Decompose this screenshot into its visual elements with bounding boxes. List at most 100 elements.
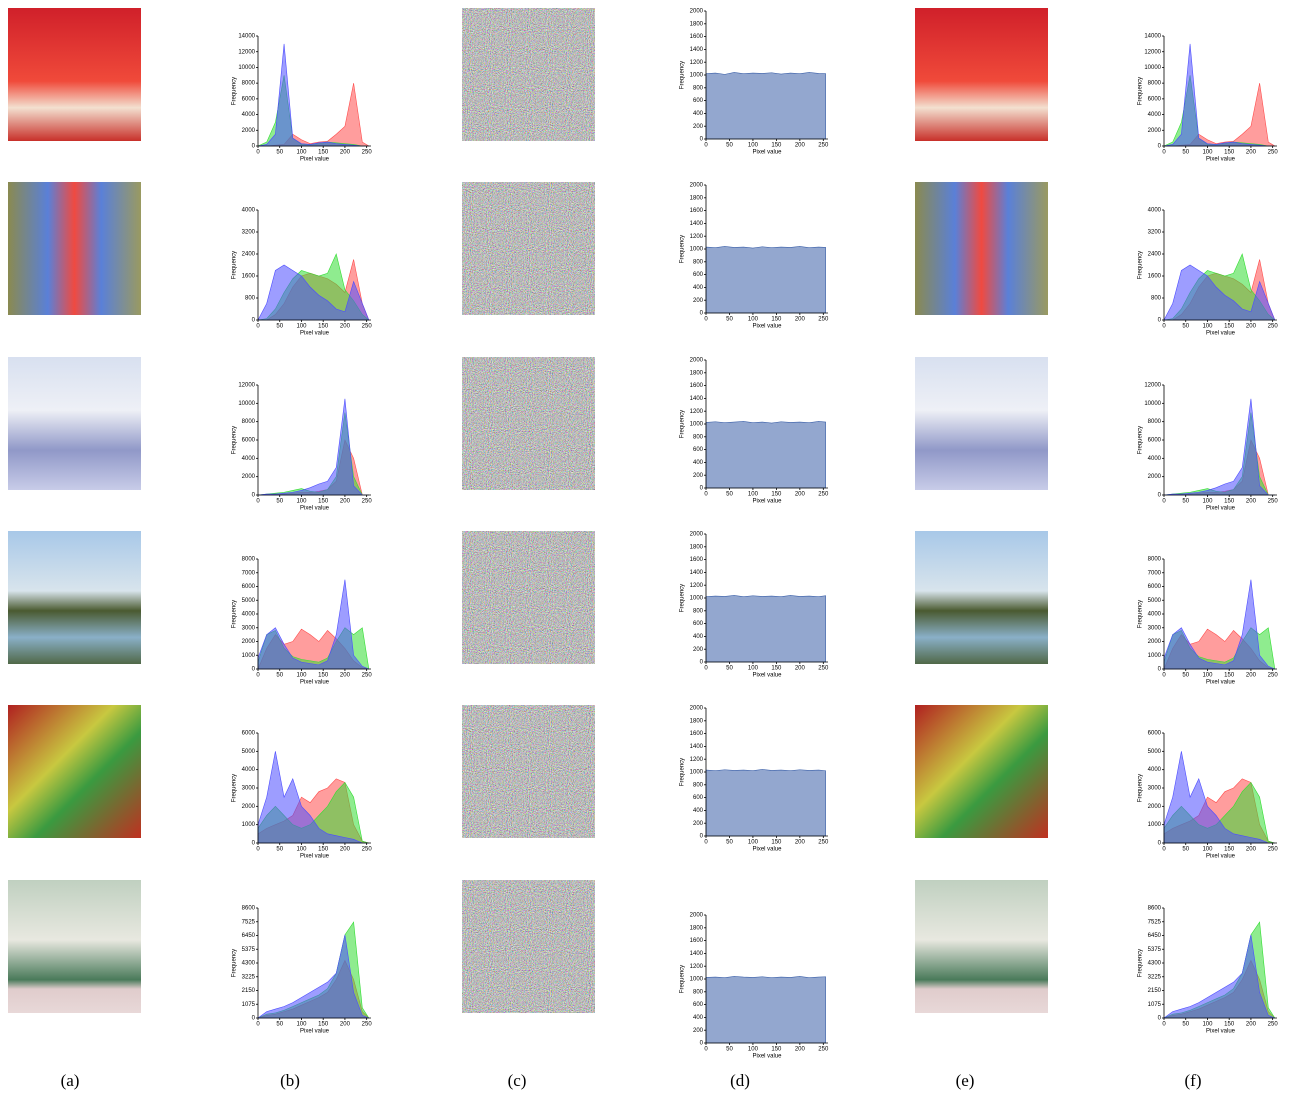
y-tick-label: 400 — [693, 460, 704, 466]
x-tick-label: 200 — [795, 1047, 806, 1053]
y-tick-label: 7000 — [1148, 570, 1162, 576]
x-tick-label: 200 — [795, 840, 806, 846]
y-tick-label: 0 — [700, 311, 704, 317]
y-tick-label: 1400 — [690, 396, 704, 402]
x-tick-label: 100 — [296, 150, 307, 156]
y-tick-label: 2000 — [690, 706, 704, 712]
y-tick-label: 4300 — [242, 961, 256, 967]
y-tick-label: 4000 — [242, 612, 256, 618]
images — [8, 8, 1048, 1013]
y-axis-label: Frequency — [232, 774, 238, 802]
x-axis-label: Pixel value — [1206, 854, 1236, 860]
y-tick-label: 1600 — [690, 731, 704, 737]
y-tick-label: 800 — [693, 434, 704, 440]
y-axis-label: Frequency — [680, 758, 686, 786]
y-axis-label: Frequency — [232, 600, 238, 628]
histogram-area — [706, 976, 826, 1043]
y-tick-label: 4000 — [1148, 208, 1162, 214]
decrypted-image — [915, 8, 1048, 141]
y-tick-label: 2150 — [242, 988, 256, 994]
x-tick-label: 150 — [318, 673, 329, 679]
x-tick-label: 250 — [362, 150, 373, 156]
y-tick-label: 200 — [693, 821, 704, 827]
x-axis-label: Pixel value — [752, 499, 782, 505]
x-tick-label: 200 — [795, 143, 806, 149]
x-tick-label: 0 — [256, 324, 260, 330]
y-tick-label: 600 — [693, 272, 704, 278]
y-tick-label: 0 — [1158, 318, 1162, 324]
y-tick-label: 1600 — [690, 383, 704, 389]
y-tick-label: 200 — [693, 647, 704, 653]
x-tick-label: 250 — [818, 143, 829, 149]
x-tick-label: 150 — [318, 1022, 329, 1028]
x-axis-label: Pixel value — [752, 847, 782, 853]
x-tick-label: 150 — [1224, 1022, 1235, 1028]
x-axis-label: Pixel value — [1206, 157, 1236, 163]
histogram-area — [706, 421, 826, 488]
plain-image — [8, 880, 141, 1013]
y-tick-label: 6000 — [1148, 731, 1162, 737]
y-tick-label: 0 — [1158, 493, 1162, 499]
y-tick-label: 5000 — [1148, 598, 1162, 604]
histogram-area — [1164, 399, 1275, 495]
x-tick-label: 200 — [795, 666, 806, 672]
x-tick-label: 50 — [276, 847, 283, 853]
y-tick-label: 3000 — [1148, 786, 1162, 792]
y-tick-label: 1000 — [1148, 653, 1162, 659]
x-tick-label: 200 — [340, 324, 351, 330]
y-tick-label: 5375 — [242, 947, 256, 953]
x-tick-label: 200 — [1246, 150, 1257, 156]
x-tick-label: 0 — [704, 1047, 708, 1053]
y-tick-label: 2000 — [1148, 804, 1162, 810]
x-tick-label: 50 — [276, 324, 283, 330]
y-tick-label: 6000 — [1148, 584, 1162, 590]
y-tick-label: 0 — [700, 660, 704, 666]
y-tick-label: 800 — [693, 782, 704, 788]
y-axis-label: Frequency — [1138, 774, 1144, 802]
y-tick-label: 600 — [693, 447, 704, 453]
x-tick-label: 0 — [1162, 1022, 1166, 1028]
x-tick-label: 150 — [318, 847, 329, 853]
y-tick-label: 12000 — [238, 383, 255, 389]
y-tick-label: 4000 — [1148, 112, 1162, 118]
x-tick-label: 50 — [1182, 1022, 1189, 1028]
y-tick-label: 1400 — [690, 570, 704, 576]
x-tick-label: 150 — [318, 150, 329, 156]
y-tick-label: 800 — [693, 989, 704, 995]
y-tick-label: 2000 — [690, 913, 704, 919]
y-axis-label: Frequency — [680, 965, 686, 993]
y-tick-label: 0 — [700, 486, 704, 492]
column-label: (a) — [61, 1071, 80, 1090]
y-tick-label: 5000 — [1148, 749, 1162, 755]
x-tick-label: 250 — [1268, 847, 1279, 853]
x-axis-label: Pixel value — [752, 1054, 782, 1060]
x-tick-label: 50 — [276, 673, 283, 679]
x-tick-label: 250 — [1268, 1022, 1279, 1028]
x-tick-label: 50 — [726, 317, 733, 323]
x-tick-label: 0 — [1162, 847, 1166, 853]
x-axis-label: Pixel value — [1206, 331, 1236, 337]
cipher-image — [462, 880, 595, 1013]
y-tick-label: 2000 — [690, 358, 704, 364]
y-tick-label: 2000 — [1148, 639, 1162, 645]
y-axis-label: Frequency — [1138, 949, 1144, 977]
y-tick-label: 0 — [252, 841, 256, 847]
y-tick-label: 1600 — [242, 274, 256, 280]
x-tick-label: 150 — [771, 840, 782, 846]
y-tick-label: 1600 — [690, 34, 704, 40]
x-tick-label: 0 — [1162, 324, 1166, 330]
plain-image — [8, 357, 141, 490]
x-tick-label: 250 — [818, 666, 829, 672]
y-tick-label: 0 — [1158, 667, 1162, 673]
y-tick-label: 1800 — [690, 21, 704, 27]
x-tick-label: 200 — [1246, 1022, 1257, 1028]
x-tick-label: 50 — [1182, 673, 1189, 679]
y-tick-label: 4000 — [242, 456, 256, 462]
x-axis-label: Pixel value — [300, 1029, 330, 1035]
x-tick-label: 250 — [362, 324, 373, 330]
x-tick-label: 150 — [318, 499, 329, 505]
y-axis-label: Frequency — [680, 410, 686, 438]
y-tick-label: 3000 — [242, 786, 256, 792]
x-axis-label: Pixel value — [1206, 680, 1236, 686]
y-tick-label: 0 — [1158, 144, 1162, 150]
